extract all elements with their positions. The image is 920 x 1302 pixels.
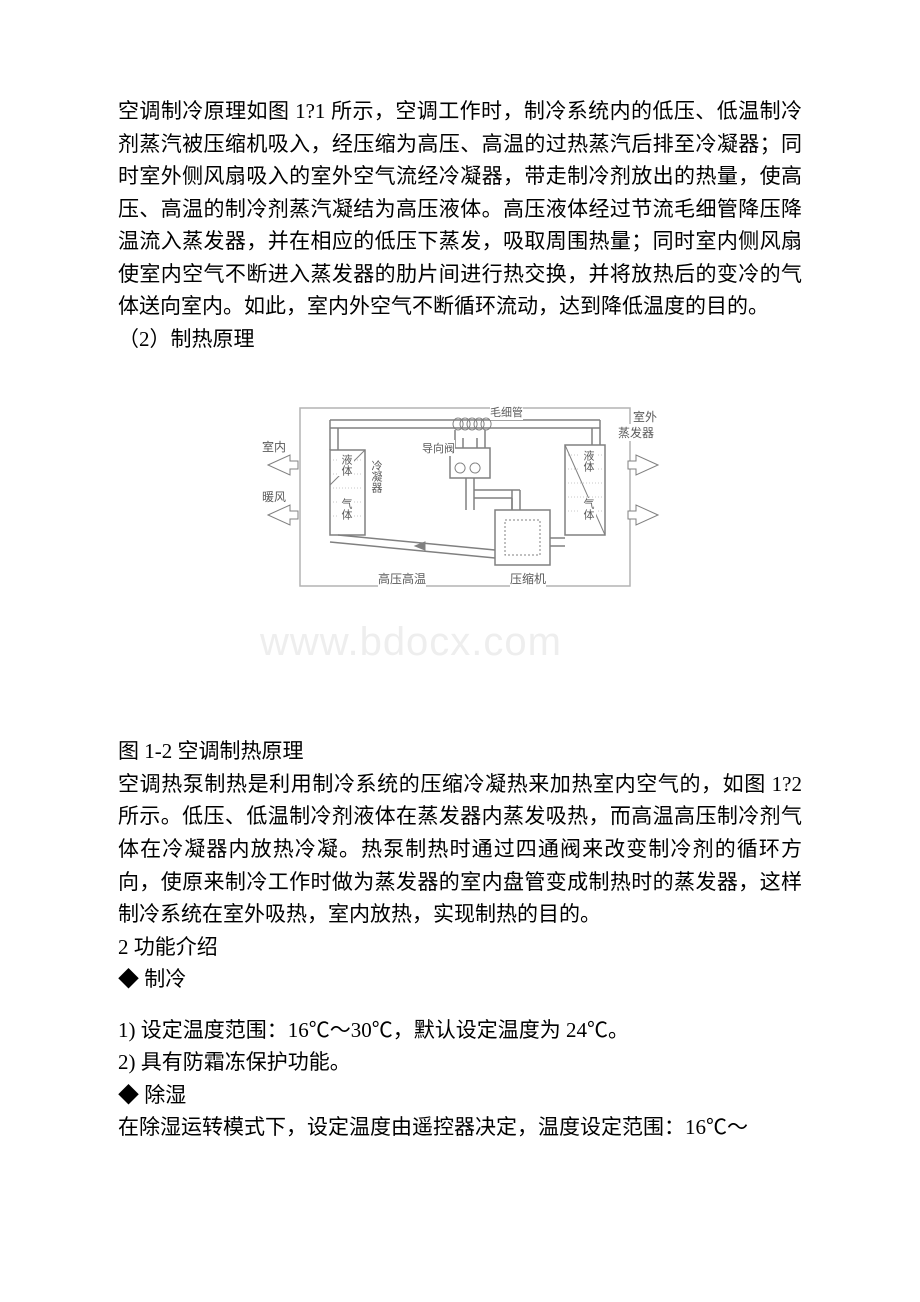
label-condenser: 冷凝器 [368, 460, 384, 493]
label-reversing-valve: 导向阀 [422, 440, 455, 456]
label-gas-left: 气体 [338, 498, 354, 520]
label-compressor: 压缩机 [510, 570, 546, 587]
label-liquid-left: 液体 [338, 454, 354, 476]
label-liquid-right: 液体 [580, 450, 596, 472]
label-high-pressure: 高压高温 [378, 570, 426, 587]
heating-subtitle: （2）制热原理 [118, 323, 802, 356]
label-indoor: 室内 [262, 438, 286, 455]
label-warm-air: 暖风 [262, 488, 286, 505]
dehumidify-bullet: ◆ 除湿 [118, 1079, 802, 1112]
diagram-area: 室内 暖风 室外 蒸发器 毛细管 导向阀 高压高温 压缩机 液体 气体 冷凝器 … [118, 390, 802, 610]
cooling-item-1: 1) 设定温度范围：16℃～30℃，默认设定温度为 24℃。 [118, 1014, 802, 1047]
label-evaporator: 蒸发器 [618, 424, 654, 441]
dehumidify-text: 在除湿运转模式下，设定温度由遥控器决定，温度设定范围：16℃～ [118, 1111, 802, 1144]
label-gas-right: 气体 [580, 498, 596, 520]
figure-caption: 图 1-2 空调制热原理 [118, 735, 802, 768]
section-2-title: 2 功能介绍 [118, 931, 802, 964]
label-capillary: 毛细管 [490, 404, 523, 420]
label-outdoor: 室外 [633, 408, 657, 425]
paragraph-heating: 空调热泵制热是利用制冷系统的压缩冷凝热来加热室内空气的，如图 1?2 所示。低压… [118, 768, 802, 931]
cooling-bullet: ◆ 制冷 [118, 963, 802, 996]
cooling-item-2: 2) 具有防霜冻保护功能。 [118, 1046, 802, 1079]
paragraph-cooling: 空调制冷原理如图 1?1 所示，空调工作时，制冷系统内的低压、低温制冷剂蒸汽被压… [118, 95, 802, 323]
heating-diagram: 室内 暖风 室外 蒸发器 毛细管 导向阀 高压高温 压缩机 液体 气体 冷凝器 … [260, 390, 660, 610]
